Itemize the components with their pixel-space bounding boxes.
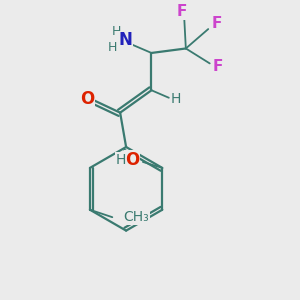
Text: N: N (118, 32, 133, 50)
Text: F: F (177, 4, 187, 19)
Text: H: H (108, 41, 117, 54)
Text: H: H (115, 153, 126, 167)
Text: F: F (213, 59, 223, 74)
Text: O: O (125, 151, 140, 169)
Text: H: H (112, 25, 121, 38)
Text: CH₃: CH₃ (124, 210, 149, 224)
Text: O: O (80, 90, 94, 108)
Text: F: F (212, 16, 222, 31)
Text: H: H (171, 92, 181, 106)
